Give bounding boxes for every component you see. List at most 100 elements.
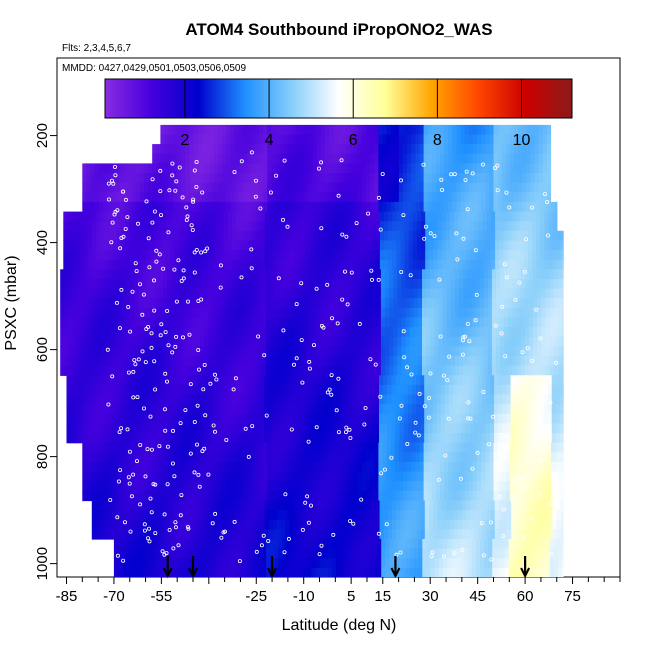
heatmap-cell <box>413 298 419 309</box>
heatmap-cell <box>98 173 104 184</box>
heatmap-cell <box>153 221 159 232</box>
heatmap-cell <box>505 452 511 463</box>
heatmap-cell <box>286 327 291 338</box>
dates-label: MMDD: 0427,0429,0501,0503,0506,0509 <box>62 63 246 74</box>
heatmap-cell <box>193 192 198 203</box>
heatmap-cell <box>555 404 561 415</box>
heatmap-cell <box>202 433 207 444</box>
heatmap-cell <box>182 240 188 251</box>
heatmap-cell <box>396 221 402 232</box>
heatmap-cell <box>355 259 360 270</box>
heatmap-cell <box>186 529 192 540</box>
heatmap-cell <box>453 413 458 424</box>
heatmap-cell <box>71 250 77 261</box>
heatmap-cell <box>282 327 287 338</box>
heatmap-cell <box>178 211 184 222</box>
heatmap-cell <box>247 413 253 424</box>
heatmap-cell <box>259 182 264 193</box>
heatmap-cell <box>250 153 256 164</box>
heatmap-cell <box>242 134 248 145</box>
heatmap-cell <box>271 182 277 193</box>
heatmap-cell <box>178 250 184 261</box>
heatmap-cell <box>130 356 135 367</box>
heatmap-cell <box>306 298 312 309</box>
heatmap-cell <box>547 394 553 405</box>
heatmap-cell <box>313 519 319 530</box>
heatmap-cell <box>316 462 322 473</box>
heatmap-cell <box>119 404 125 415</box>
heatmap-cell <box>250 442 256 453</box>
heatmap-cell <box>448 433 454 444</box>
heatmap-cell <box>176 442 182 453</box>
heatmap-cell <box>208 269 213 280</box>
heatmap-cell <box>397 365 402 376</box>
heatmap-cell <box>463 307 468 319</box>
heatmap-cell <box>139 173 145 184</box>
heatmap-cell <box>245 365 250 376</box>
heatmap-cell <box>466 500 471 511</box>
heatmap-cell <box>559 375 564 386</box>
heatmap-cell <box>230 144 235 155</box>
heatmap-cell <box>244 240 249 251</box>
heatmap-cell <box>481 192 486 203</box>
heatmap-cell <box>481 182 486 193</box>
heatmap-cell <box>505 144 511 155</box>
heatmap-cell <box>479 279 485 290</box>
heatmap-cell <box>224 269 230 280</box>
heatmap-cell <box>548 519 553 530</box>
heatmap-cell <box>356 269 361 280</box>
heatmap-cell <box>361 462 367 473</box>
heatmap-cell <box>275 462 281 473</box>
heatmap-cell <box>442 288 448 299</box>
heatmap-cell <box>353 481 359 492</box>
heatmap-cell <box>545 346 551 357</box>
heatmap-cell <box>304 471 309 482</box>
heatmap-cell <box>342 519 348 530</box>
heatmap-cell <box>502 384 507 396</box>
heatmap-cell <box>90 163 96 174</box>
heatmap-cell <box>407 173 412 184</box>
heatmap-cell <box>346 404 351 415</box>
heatmap-cell <box>181 462 186 473</box>
heatmap-cell <box>337 471 342 482</box>
heatmap-cell <box>197 134 203 145</box>
heatmap-cell <box>526 442 532 453</box>
heatmap-cell <box>423 442 429 453</box>
heatmap-cell <box>470 211 476 222</box>
heatmap-cell <box>235 433 240 444</box>
heatmap-cell <box>309 510 315 521</box>
heatmap-cell <box>301 230 307 241</box>
heatmap-cell <box>125 240 130 251</box>
heatmap-cell <box>426 365 431 376</box>
heatmap-cell <box>260 250 266 261</box>
heatmap-cell <box>167 298 172 309</box>
heatmap-cell <box>417 279 423 290</box>
heatmap-cell <box>176 452 182 463</box>
heatmap-cell <box>504 288 509 299</box>
heatmap-cell <box>333 462 338 473</box>
heatmap-cell <box>329 384 335 396</box>
heatmap-cell <box>189 182 194 193</box>
heatmap-cell <box>171 298 176 309</box>
heatmap-cell <box>470 510 475 521</box>
heatmap-cell <box>346 384 351 396</box>
heatmap-cell <box>260 500 266 511</box>
heatmap-cell <box>508 346 513 357</box>
heatmap-cell <box>265 269 271 280</box>
heatmap-cell <box>250 452 256 463</box>
heatmap-cell <box>230 163 235 174</box>
heatmap-cell <box>273 259 278 270</box>
heatmap-cell <box>465 433 470 444</box>
heatmap-cell <box>227 510 233 521</box>
heatmap-cell <box>405 365 411 376</box>
heatmap-cell <box>549 307 555 319</box>
heatmap-cell <box>374 442 379 453</box>
heatmap-cell <box>516 307 522 319</box>
heatmap-cell <box>536 259 541 270</box>
heatmap-cell <box>448 384 454 396</box>
heatmap-cell <box>316 201 322 213</box>
heatmap-cell <box>475 298 481 309</box>
heatmap-cell <box>528 279 534 290</box>
heatmap-cell <box>357 124 363 136</box>
heatmap-cell <box>394 182 400 193</box>
